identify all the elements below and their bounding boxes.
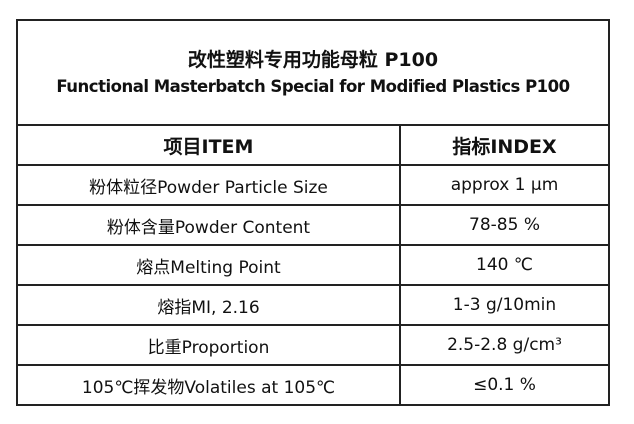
header-row: 项目ITEM 指标INDEX [16,124,610,166]
table-title-cell: 改性塑料专用功能母粒 P100 Functional Masterbatch S… [16,19,610,126]
item-cell: 粉体粒径Powder Particle Size [16,164,401,206]
table-row: 粉体含量Powder Content 78-85 % [16,204,610,246]
value-cell: 2.5-2.8 g/cm³ [399,324,610,366]
value-cell: approx 1 μm [399,164,610,206]
spec-table: 改性塑料专用功能母粒 P100 Functional Masterbatch S… [16,19,610,406]
value-cell: 140 ℃ [399,244,610,286]
value-cell: 78-85 % [399,204,610,246]
item-cell: 熔点Melting Point [16,244,401,286]
table-row: 105℃挥发物Volatiles at 105℃ ≤0.1 % [16,364,610,406]
table-row: 熔指MI, 2.16 1-3 g/10min [16,284,610,326]
item-cell: 粉体含量Powder Content [16,204,401,246]
header-index: 指标INDEX [399,124,610,166]
item-cell: 比重Proportion [16,324,401,366]
table-row: 比重Proportion 2.5-2.8 g/cm³ [16,324,610,366]
item-cell: 105℃挥发物Volatiles at 105℃ [16,364,401,406]
header-item: 项目ITEM [16,124,401,166]
value-cell: 1-3 g/10min [399,284,610,326]
item-cell: 熔指MI, 2.16 [16,284,401,326]
title-english: Functional Masterbatch Special for Modif… [56,76,570,96]
title-chinese: 改性塑料专用功能母粒 P100 [187,48,439,71]
table-row: 粉体粒径Powder Particle Size approx 1 μm [16,164,610,206]
table-row: 熔点Melting Point 140 ℃ [16,244,610,286]
value-cell: ≤0.1 % [399,364,610,406]
